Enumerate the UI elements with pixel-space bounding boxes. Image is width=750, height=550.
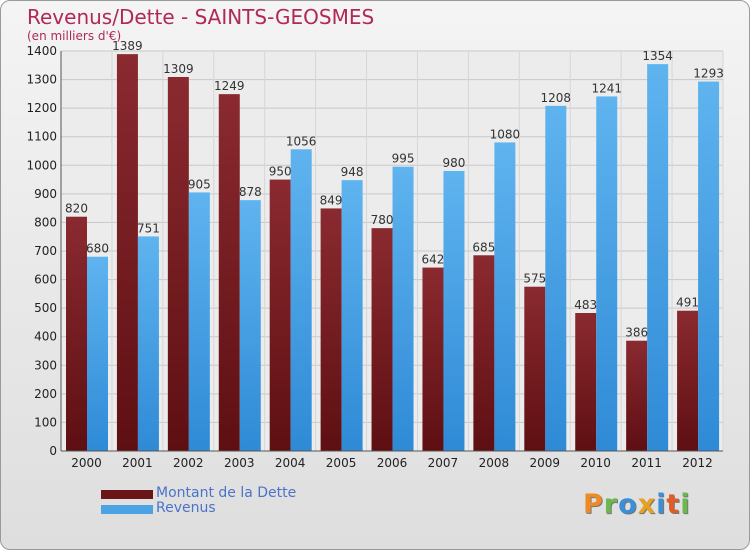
y-tick-label: 200 (34, 387, 57, 401)
x-tick-label: 2000 (71, 456, 102, 470)
logo-letter: i (656, 489, 667, 520)
bar-dette (269, 179, 291, 452)
x-tick-label: 2009 (529, 456, 560, 470)
data-label: 751 (137, 221, 160, 235)
data-label: 948 (341, 165, 364, 179)
x-tick-label: 2004 (275, 456, 306, 470)
data-label: 1241 (591, 81, 622, 95)
x-tick-label: 2008 (479, 456, 510, 470)
y-tick-label: 800 (34, 215, 57, 229)
data-label: 878 (239, 185, 262, 199)
data-labels: 820 680 1389 751 1309 905 1249 878 950 1056 849 948… (65, 39, 724, 340)
bar-revenus (647, 64, 669, 451)
legend-label-revenus: Revenus (156, 500, 216, 516)
legend-swatch-debt (101, 490, 153, 499)
y-tick-label: 1400 (26, 44, 57, 58)
bar-revenus (596, 96, 618, 451)
x-tick-label: 2003 (224, 456, 255, 470)
y-tick-label: 0 (49, 444, 57, 458)
bar-dette (116, 54, 138, 452)
legend-swatch-revenus (101, 505, 153, 514)
data-label: 642 (422, 253, 445, 267)
bar-revenus (239, 200, 261, 451)
y-tick-label: 300 (34, 358, 57, 372)
y-tick-label: 600 (34, 273, 57, 287)
y-tick-label: 1100 (26, 130, 57, 144)
data-label: 685 (472, 240, 495, 254)
bar-revenus (137, 236, 159, 451)
data-label: 849 (320, 193, 343, 207)
logo-letter: o (618, 489, 638, 520)
y-tick-label: 400 (34, 330, 57, 344)
data-label: 491 (676, 296, 699, 310)
bar-dette (473, 255, 495, 451)
bar-revenus (87, 256, 108, 451)
bar-dette (677, 310, 699, 451)
logo-letter: x (637, 489, 657, 520)
bars (66, 54, 720, 452)
data-label: 1354 (642, 49, 673, 63)
chart-title: Revenus/Dette - SAINTS-GEOSMES (27, 5, 375, 29)
bar-dette (167, 77, 189, 451)
data-label: 820 (65, 202, 88, 216)
x-tick-label: 2001 (122, 456, 153, 470)
data-label: 1080 (490, 127, 521, 141)
y-tick-label: 700 (34, 244, 57, 258)
bar-dette (371, 228, 393, 451)
bar-dette (66, 216, 87, 451)
x-tick-label: 2011 (631, 456, 662, 470)
data-label: 386 (625, 326, 648, 340)
data-label: 575 (523, 272, 546, 286)
y-tick-label: 1300 (26, 73, 57, 87)
x-tick-label: 2007 (428, 456, 459, 470)
bar-revenus (545, 105, 567, 451)
proxiti-logo: Proxiti (583, 489, 691, 520)
data-label: 995 (392, 152, 415, 166)
data-label: 905 (188, 177, 211, 191)
data-label: 680 (86, 242, 109, 256)
data-label: 1208 (541, 91, 572, 105)
data-label: 780 (371, 213, 394, 227)
bar-dette (575, 313, 597, 451)
y-tick-label: 500 (34, 301, 57, 315)
bar-dette (524, 286, 546, 451)
logo-letter: P (583, 489, 604, 520)
legend-label-debt: Montant de la Dette (156, 485, 297, 501)
y-tick-label: 1000 (26, 158, 57, 172)
x-tick-label: 2006 (377, 456, 408, 470)
x-tick-label: 2010 (580, 456, 611, 470)
chart-subtitle: (en milliers d'€) (27, 29, 122, 43)
y-tick-label: 900 (34, 187, 57, 201)
logo-letter: i (680, 489, 691, 520)
y-tick-label: 1200 (26, 101, 57, 115)
bar-revenus (494, 142, 516, 451)
data-label: 1293 (693, 67, 724, 81)
logo-letter: t (666, 489, 681, 520)
data-label: 483 (574, 298, 597, 312)
data-label: 980 (443, 156, 466, 170)
bar-revenus (698, 81, 720, 452)
logo-letter: r (603, 489, 619, 520)
x-tick-label: 2005 (326, 456, 357, 470)
axes: 0 100 200 300 400 500 600 700 800 900 1000 1100 1200… (26, 44, 723, 470)
bar-dette (320, 208, 342, 451)
bar-dette (626, 340, 648, 451)
bar-revenus (443, 171, 465, 451)
bar-dette (422, 267, 444, 451)
bar-dette (218, 94, 240, 452)
x-tick-label: 2002 (173, 456, 204, 470)
data-label: 950 (269, 165, 292, 179)
bar-revenus (392, 166, 414, 451)
bar-revenus (341, 180, 363, 451)
y-tick-label: 100 (34, 415, 57, 429)
bar-revenus (188, 192, 210, 451)
data-label: 1309 (163, 62, 194, 76)
x-tick-label: 2012 (682, 456, 713, 470)
data-label: 1056 (286, 134, 317, 148)
bar-revenus (290, 149, 312, 452)
data-label: 1389 (112, 39, 143, 53)
data-label: 1249 (214, 79, 245, 93)
